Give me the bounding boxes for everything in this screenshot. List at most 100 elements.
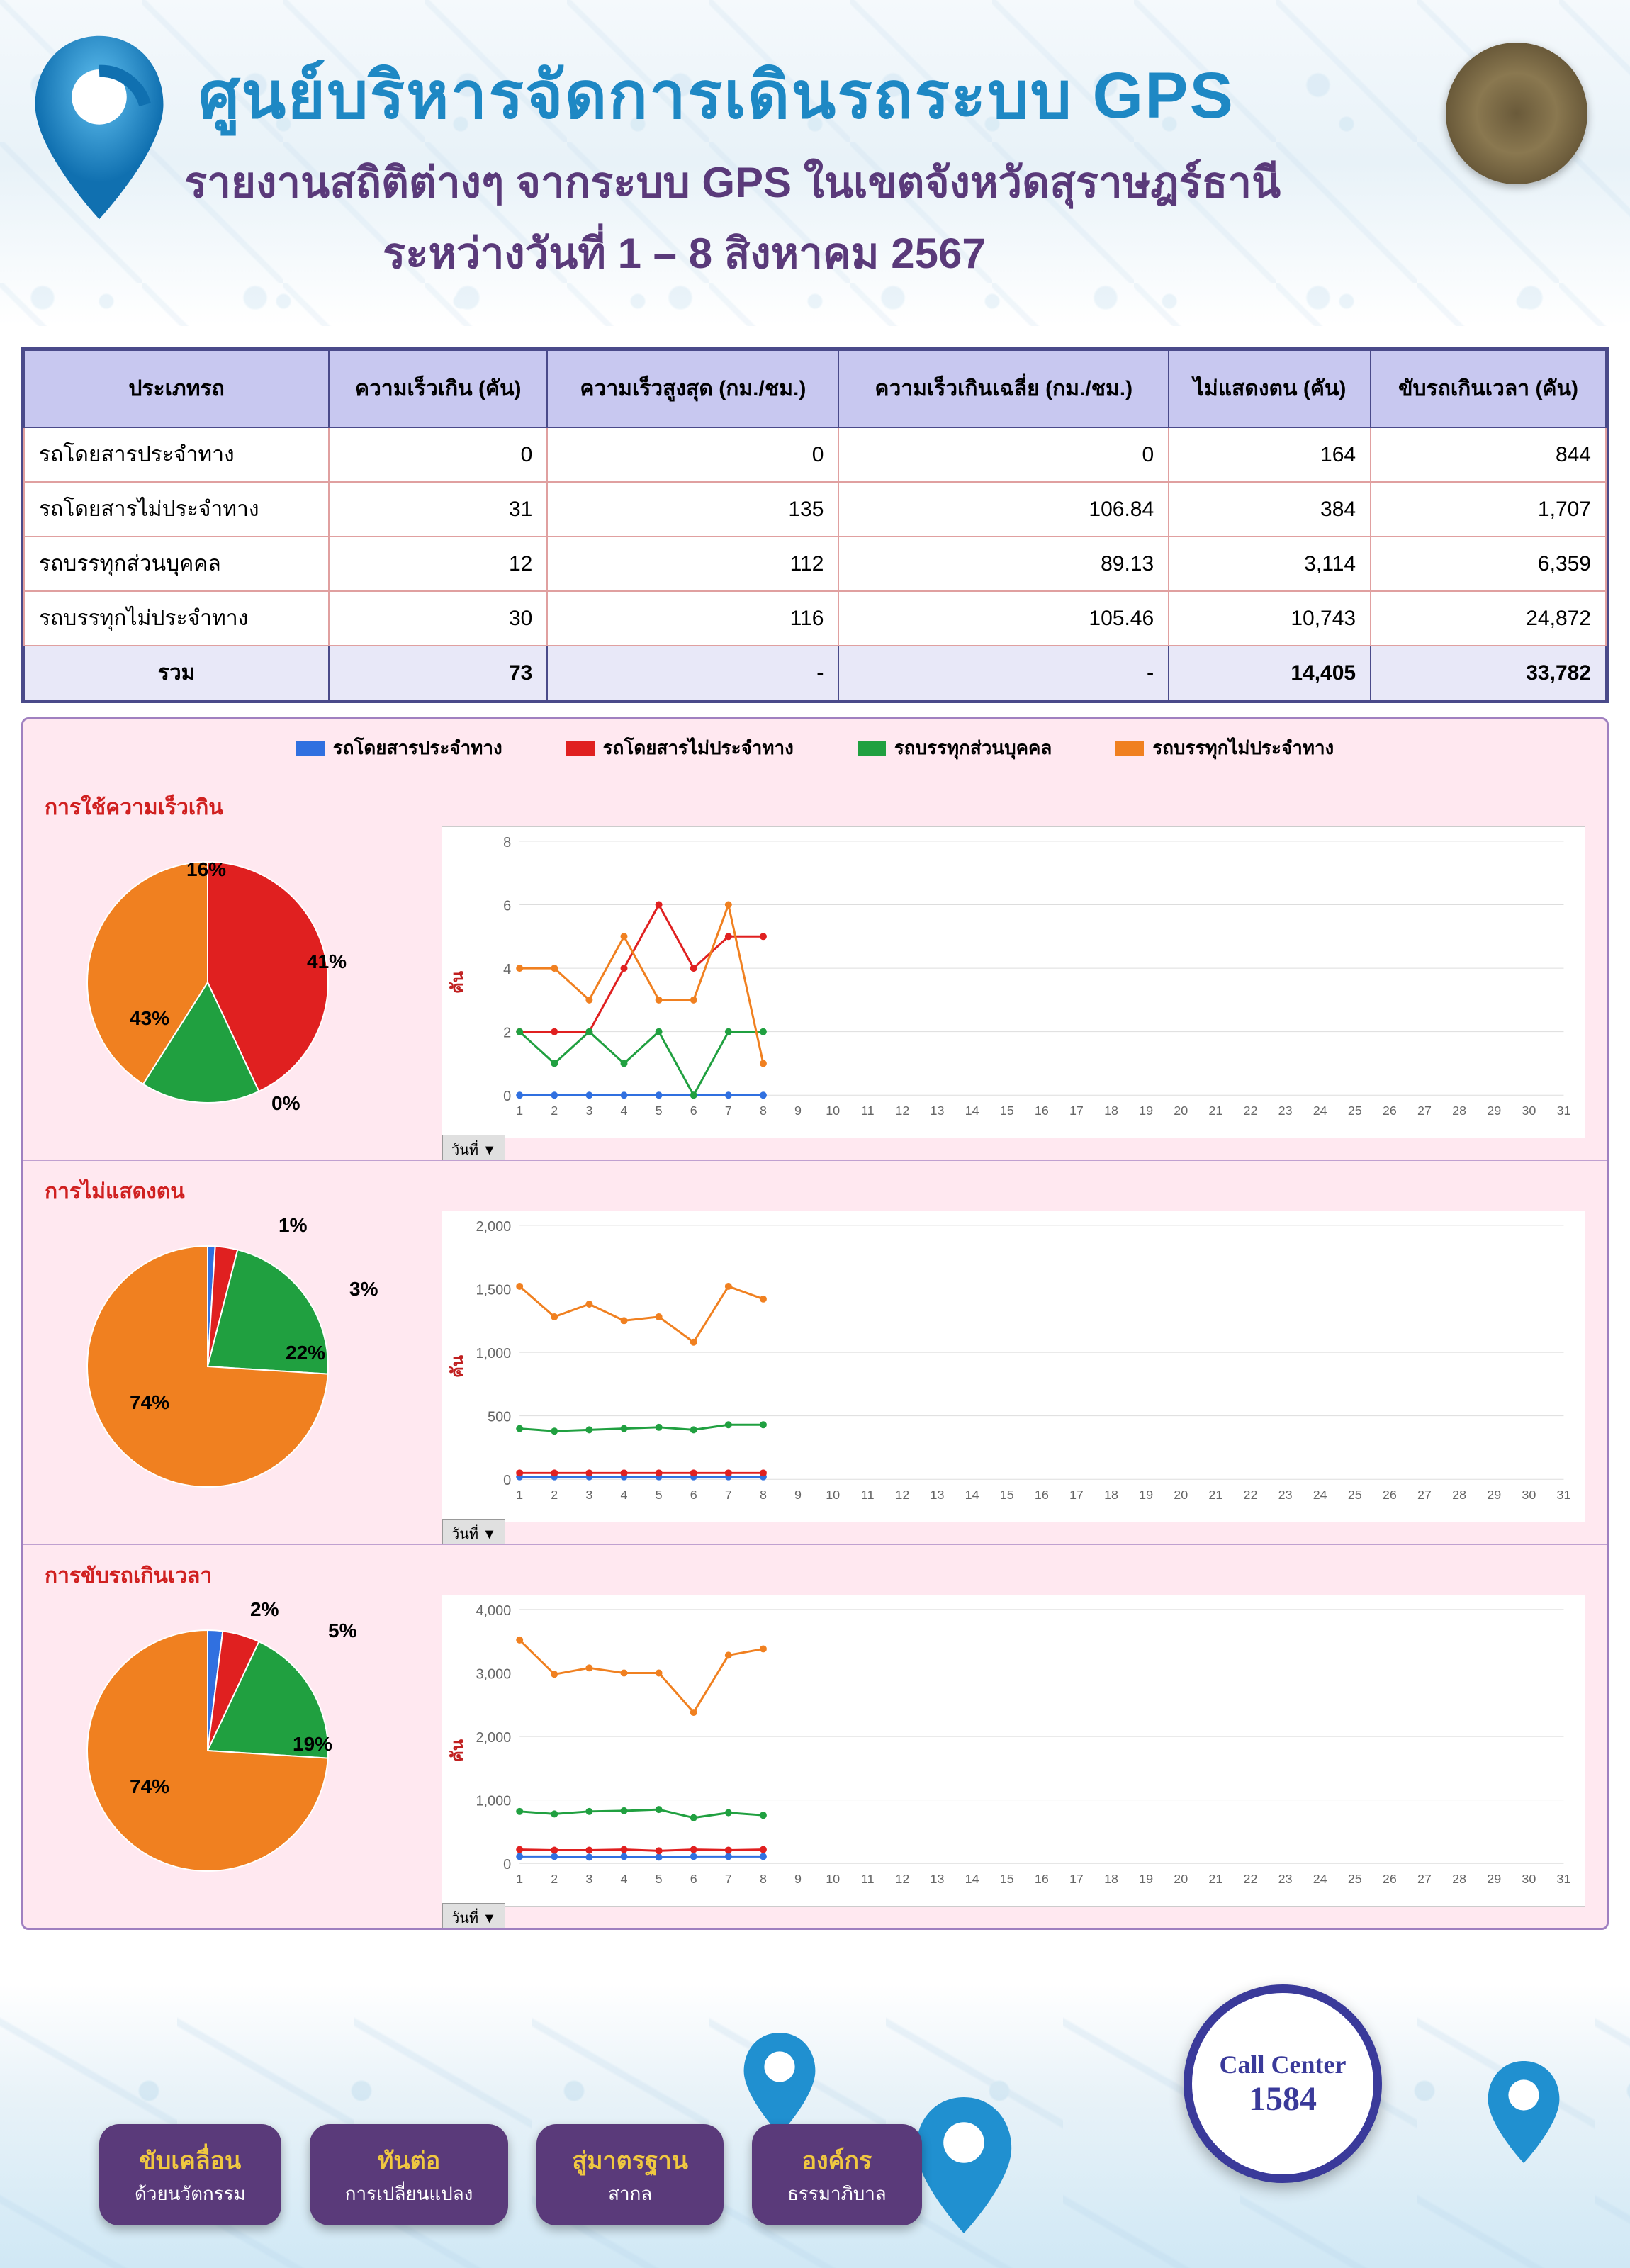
table-column-header: ความเร็วสูงสุด (กม./ชม.) (547, 350, 838, 427)
table-cell: รวม (24, 646, 329, 700)
table-column-header: ขับรถเกินเวลา (คัน) (1371, 350, 1606, 427)
svg-text:2%: 2% (250, 1598, 279, 1620)
svg-text:3: 3 (585, 1104, 592, 1118)
panel-title: การไม่แสดงตน (45, 1175, 185, 1208)
svg-text:41%: 41% (307, 950, 347, 972)
svg-text:14: 14 (965, 1872, 979, 1886)
svg-text:13: 13 (931, 1104, 945, 1118)
location-pin-icon (1481, 2055, 1566, 2169)
svg-text:18: 18 (1104, 1104, 1118, 1118)
svg-text:43%: 43% (130, 1007, 169, 1029)
x-axis-selector[interactable]: วันที่ ▼ (442, 1903, 505, 1930)
svg-text:คัน: คัน (449, 970, 468, 994)
svg-text:14: 14 (965, 1104, 979, 1118)
pie-chart: 2%5%19%74% (45, 1595, 413, 1907)
svg-text:26: 26 (1383, 1104, 1397, 1118)
svg-text:2: 2 (551, 1872, 558, 1886)
location-pin-icon (907, 2091, 1021, 2240)
svg-text:12: 12 (895, 1104, 909, 1118)
svg-text:1,000: 1,000 (476, 1794, 511, 1809)
svg-text:5: 5 (656, 1872, 663, 1886)
svg-text:9: 9 (794, 1104, 802, 1118)
svg-text:25: 25 (1348, 1488, 1362, 1502)
svg-text:74%: 74% (130, 1775, 169, 1797)
svg-text:22%: 22% (286, 1342, 325, 1364)
svg-text:29: 29 (1487, 1104, 1501, 1118)
svg-text:5: 5 (656, 1104, 663, 1118)
svg-text:1,500: 1,500 (476, 1282, 511, 1298)
legend-label: รถโดยสารประจำทาง (333, 734, 502, 763)
badge-subtitle: ธรรมาภิบาล (787, 2179, 887, 2208)
svg-text:2: 2 (551, 1488, 558, 1502)
table-row: รถบรรทุกไม่ประจำทาง30116105.4610,74324,8… (24, 591, 1606, 646)
svg-text:28: 28 (1452, 1104, 1466, 1118)
footer: ขับเคลื่อนด้วยนวัตกรรมทันต่อการเปลี่ยนแป… (0, 1984, 1630, 2268)
svg-text:25: 25 (1348, 1872, 1362, 1886)
line-chart: 01,0002,0003,0004,0001234567891011121314… (442, 1595, 1585, 1906)
call-center-badge: Call Center 1584 (1184, 1984, 1382, 2183)
svg-text:31: 31 (1556, 1872, 1570, 1886)
badge-title: องค์กร (787, 2141, 887, 2179)
table-cell: 24,872 (1371, 591, 1606, 646)
svg-text:13: 13 (931, 1488, 945, 1502)
page-title: ศูนย์บริหารจัดการเดินรถระบบ GPS (198, 43, 1235, 147)
svg-text:8: 8 (760, 1104, 767, 1118)
svg-text:20: 20 (1174, 1872, 1188, 1886)
svg-text:3%: 3% (349, 1278, 378, 1300)
svg-text:2: 2 (503, 1026, 511, 1041)
svg-text:1,000: 1,000 (476, 1346, 511, 1362)
table-cell: 106.84 (838, 482, 1169, 537)
government-seal-icon (1446, 43, 1587, 184)
legend-label: รถบรรทุกส่วนบุคคล (894, 734, 1052, 763)
svg-text:23: 23 (1278, 1488, 1293, 1502)
svg-text:10: 10 (826, 1488, 840, 1502)
svg-text:15: 15 (1000, 1872, 1014, 1886)
legend-item: รถโดยสารไม่ประจำทาง (566, 734, 794, 763)
table-cell: 33,782 (1371, 646, 1606, 700)
svg-text:8: 8 (760, 1872, 767, 1886)
table-cell: 1,707 (1371, 482, 1606, 537)
svg-text:2,000: 2,000 (476, 1219, 511, 1235)
location-pin-icon (737, 2027, 822, 2140)
svg-text:4: 4 (621, 1872, 628, 1886)
table-cell: รถบรรทุกไม่ประจำทาง (24, 591, 329, 646)
svg-text:13: 13 (931, 1872, 945, 1886)
call-center-number: 1584 (1249, 2079, 1317, 2118)
svg-text:18: 18 (1104, 1488, 1118, 1502)
svg-text:21: 21 (1208, 1872, 1222, 1886)
svg-text:7: 7 (725, 1104, 732, 1118)
svg-text:คัน: คัน (449, 1354, 468, 1378)
table-cell: 135 (547, 482, 838, 537)
chart-panel: การขับรถเกินเวลา 2%5%19%74% 01,0002,0003… (23, 1544, 1607, 1928)
badge-title: ขับเคลื่อน (135, 2141, 246, 2179)
legend-label: รถบรรทุกไม่ประจำทาง (1152, 734, 1334, 763)
svg-text:22: 22 (1244, 1104, 1258, 1118)
svg-text:12: 12 (895, 1488, 909, 1502)
line-chart-container: 05001,0001,5002,000123456789101112131415… (442, 1211, 1585, 1522)
table-cell: 112 (547, 537, 838, 591)
svg-text:28: 28 (1452, 1872, 1466, 1886)
svg-text:500: 500 (488, 1410, 511, 1425)
pie-chart-container: 1%3%22%74% (45, 1211, 413, 1522)
svg-text:31: 31 (1556, 1104, 1570, 1118)
svg-text:3: 3 (585, 1488, 592, 1502)
badge-title: สู่มาตรฐาน (572, 2141, 688, 2179)
svg-text:คัน: คัน (449, 1739, 468, 1762)
svg-text:9: 9 (794, 1872, 802, 1886)
svg-text:19: 19 (1139, 1104, 1153, 1118)
svg-text:30: 30 (1522, 1488, 1536, 1502)
svg-text:27: 27 (1417, 1104, 1432, 1118)
svg-text:74%: 74% (130, 1391, 169, 1413)
footer-badge: องค์กรธรรมาภิบาล (752, 2124, 922, 2225)
footer-badge: ทันต่อการเปลี่ยนแปลง (310, 2124, 509, 2225)
svg-text:17: 17 (1069, 1488, 1084, 1502)
page-subtitle: รายงานสถิติต่างๆ จากระบบ GPS ในเขตจังหวั… (184, 149, 1281, 216)
pie-chart: 1%3%22%74% (45, 1211, 413, 1522)
svg-text:6: 6 (690, 1104, 697, 1118)
table-cell: รถโดยสารประจำทาง (24, 427, 329, 482)
table-cell: 73 (329, 646, 547, 700)
table-cell: 89.13 (838, 537, 1169, 591)
location-pin-icon (21, 28, 177, 227)
table-cell: 3,114 (1169, 537, 1371, 591)
table-cell: 30 (329, 591, 547, 646)
